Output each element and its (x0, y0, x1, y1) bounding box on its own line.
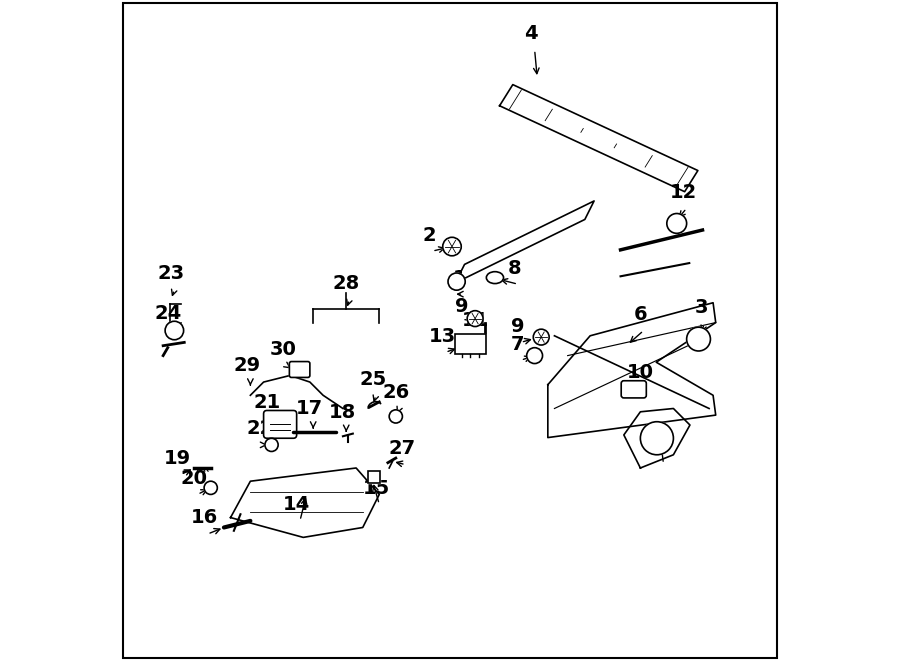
Text: 16: 16 (191, 508, 218, 527)
Text: 25: 25 (359, 369, 386, 389)
Circle shape (641, 422, 673, 455)
Polygon shape (500, 85, 698, 192)
Polygon shape (624, 408, 690, 468)
Text: 4: 4 (525, 24, 538, 43)
Circle shape (165, 321, 184, 340)
Bar (368, 471, 380, 483)
Polygon shape (230, 468, 379, 537)
Text: 26: 26 (382, 383, 410, 402)
Text: 22: 22 (247, 419, 274, 438)
Text: 30: 30 (270, 340, 297, 359)
Text: 24: 24 (154, 303, 182, 323)
FancyBboxPatch shape (621, 381, 646, 398)
Text: 28: 28 (333, 274, 360, 293)
FancyBboxPatch shape (290, 362, 310, 377)
Text: 20: 20 (181, 469, 208, 488)
Bar (368, 471, 380, 483)
FancyBboxPatch shape (264, 410, 297, 438)
Text: 10: 10 (627, 363, 654, 382)
Circle shape (534, 329, 549, 345)
Text: 13: 13 (428, 327, 455, 346)
Text: 17: 17 (296, 399, 323, 418)
Circle shape (204, 481, 217, 494)
Text: 2: 2 (422, 225, 436, 245)
Text: 1: 1 (453, 268, 467, 288)
Polygon shape (455, 201, 594, 283)
Text: 18: 18 (329, 403, 356, 422)
Circle shape (467, 311, 483, 327)
Text: 5: 5 (653, 438, 667, 457)
Text: 15: 15 (363, 479, 390, 498)
Text: 19: 19 (164, 449, 191, 468)
Circle shape (448, 273, 465, 290)
Circle shape (443, 237, 461, 256)
Bar (455, 334, 486, 354)
Circle shape (687, 327, 710, 351)
Text: 11: 11 (462, 311, 489, 330)
Circle shape (667, 214, 687, 233)
Bar (455, 334, 486, 354)
Text: 9: 9 (510, 317, 524, 336)
Text: 12: 12 (670, 182, 697, 202)
Text: 3: 3 (695, 298, 708, 317)
Text: 27: 27 (389, 439, 416, 458)
Circle shape (265, 438, 278, 451)
Text: 21: 21 (253, 393, 281, 412)
Text: 9: 9 (455, 297, 469, 316)
Circle shape (526, 348, 543, 364)
Text: 14: 14 (283, 495, 310, 514)
Text: 23: 23 (158, 264, 184, 283)
Polygon shape (548, 303, 716, 438)
Ellipse shape (486, 272, 503, 284)
Text: 6: 6 (634, 305, 647, 324)
Text: 29: 29 (233, 356, 261, 375)
Text: 7: 7 (510, 334, 524, 354)
Text: 8: 8 (508, 258, 522, 278)
Circle shape (389, 410, 402, 423)
